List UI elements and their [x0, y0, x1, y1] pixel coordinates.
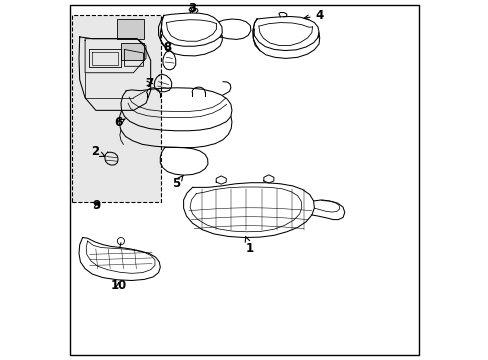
Bar — [72, 15, 161, 202]
Text: 5: 5 — [172, 175, 183, 190]
Text: 10: 10 — [110, 279, 126, 292]
Bar — [121, 43, 144, 60]
Text: 8: 8 — [163, 41, 171, 54]
Text: 7: 7 — [145, 77, 153, 90]
Text: 3: 3 — [188, 3, 196, 15]
Text: 1: 1 — [244, 236, 253, 255]
Text: 9: 9 — [93, 199, 101, 212]
Text: 6: 6 — [114, 116, 125, 129]
Text: 4: 4 — [304, 9, 323, 22]
Text: 2: 2 — [90, 145, 104, 158]
Bar — [117, 19, 144, 39]
